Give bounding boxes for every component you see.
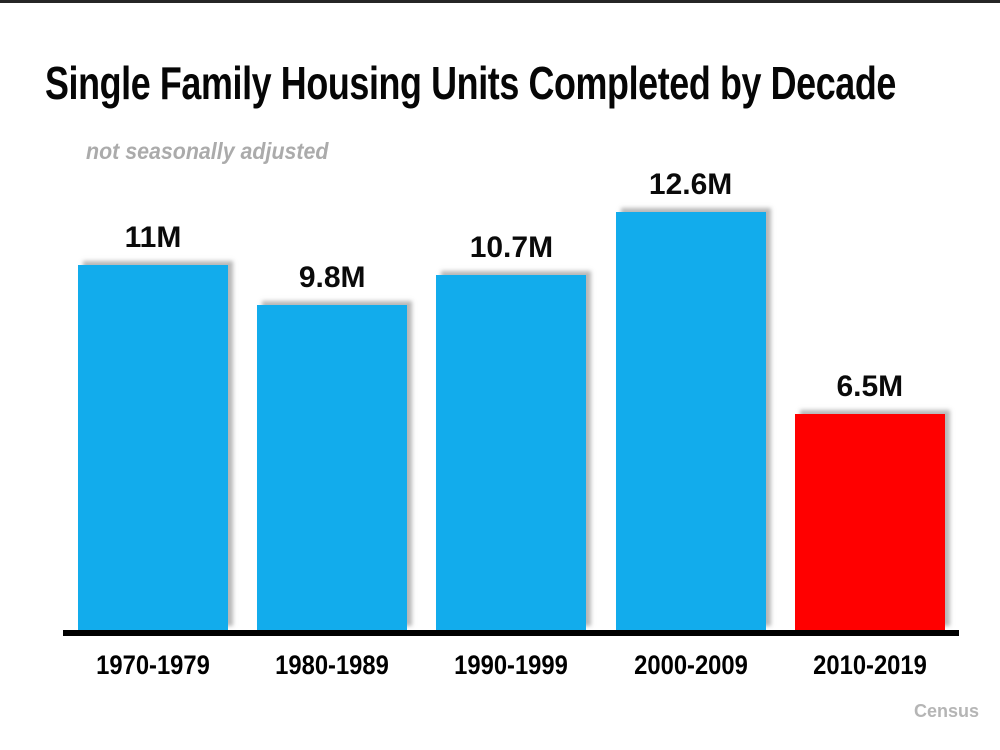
bar-value-label: 9.8M [298,261,366,294]
bar [794,414,945,630]
top-border-strip [0,0,1000,3]
x-axis-line [63,630,959,636]
bar-category-label: 1970-1979 [96,650,210,680]
bar-category-label: 1990-1999 [454,650,569,680]
bar [257,305,408,630]
bar [78,265,228,630]
bar-value-label: 12.6M [648,168,733,201]
bar-value-label: 6.5M [836,370,904,403]
bar-category-label: 1980-1989 [275,650,390,680]
bar [615,212,766,630]
source-label: Census [913,701,979,721]
bar-value-label: 11M [124,221,182,254]
bar-category-label: 2010-2019 [812,650,927,680]
chart-subtitle: not seasonally adjusted [86,138,329,164]
bar-value-label: 10.7M [469,231,554,264]
bar [436,275,587,630]
chart-title: Single Family Housing Units Completed by… [45,57,896,109]
bar-category-label: 2000-2009 [633,650,748,680]
